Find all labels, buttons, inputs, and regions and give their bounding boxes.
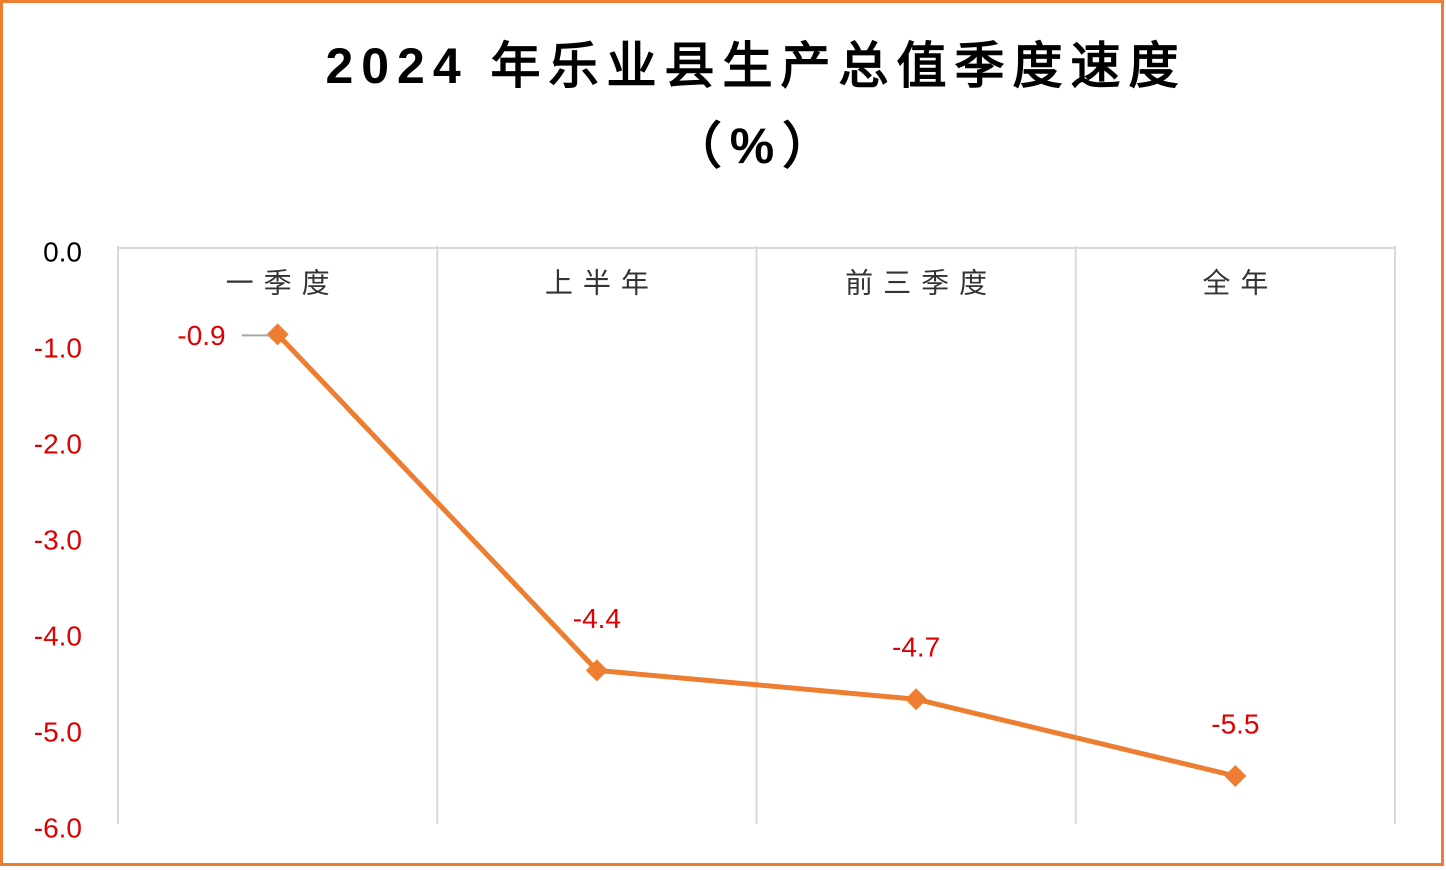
y-tick-label: -4.0 <box>34 620 82 651</box>
marker <box>905 688 928 711</box>
marker <box>266 323 289 346</box>
data-label: -4.4 <box>573 603 621 634</box>
y-tick-label: -6.0 <box>34 812 82 843</box>
x-tick-label: 上半年 <box>545 267 659 298</box>
y-tick-label: 0.0 <box>43 236 82 267</box>
y-tick-label: -2.0 <box>34 428 82 459</box>
chart-subtitle: （%） <box>672 118 840 174</box>
y-tick-label: -1.0 <box>34 332 82 363</box>
y-tick-label: -3.0 <box>34 524 82 555</box>
x-tick-label: 全年 <box>1202 267 1278 298</box>
x-tick-label: 前三季度 <box>845 267 997 298</box>
marker <box>585 659 608 682</box>
data-label: -0.9 <box>177 320 225 351</box>
data-label: -5.5 <box>1211 708 1259 739</box>
x-tick-label: 一季度 <box>226 267 340 298</box>
y-tick-label: -5.0 <box>34 716 82 747</box>
line <box>275 332 1236 779</box>
marker <box>1224 765 1247 787</box>
data-label: -4.7 <box>892 632 940 663</box>
chart-title: 2024 年乐业县生产总值季度速度 <box>325 38 1186 94</box>
